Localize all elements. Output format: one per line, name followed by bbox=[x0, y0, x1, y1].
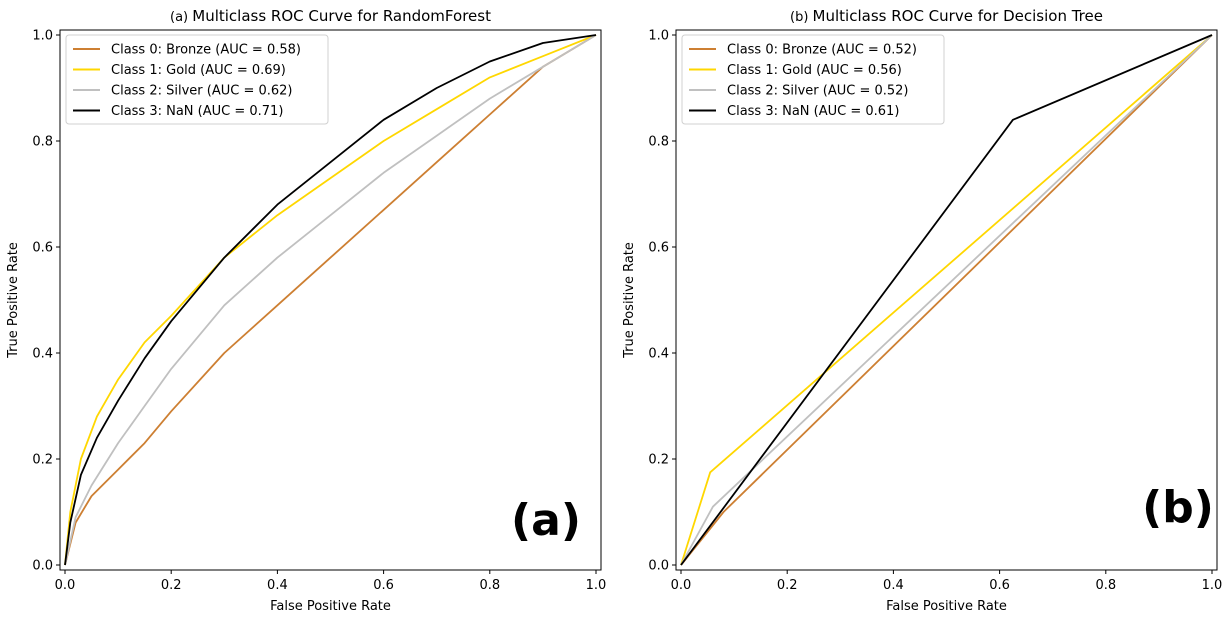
x-tick-label: 0.2 bbox=[161, 578, 182, 593]
legend-label: Class 3: NaN (AUC = 0.71) bbox=[111, 104, 283, 119]
legend-label: Class 0: Bronze (AUC = 0.58) bbox=[111, 43, 301, 58]
panel-label: (b) bbox=[1142, 482, 1214, 533]
legend-box bbox=[65, 34, 329, 125]
y-tick-label: 0.6 bbox=[32, 241, 53, 256]
y-tick-label: 0.0 bbox=[648, 559, 669, 574]
y-tick-label: 0.2 bbox=[32, 453, 53, 468]
series-line-1 bbox=[680, 34, 1213, 566]
y-tick-label: 0.4 bbox=[648, 347, 669, 362]
chart-title-text: Multiclass ROC Curve for RandomForest bbox=[192, 7, 491, 25]
legend-label: Class 3: NaN (AUC = 0.61) bbox=[727, 104, 899, 119]
chart-title-text: Multiclass ROC Curve for Decision Tree bbox=[813, 7, 1103, 25]
y-tick-label: 0.6 bbox=[648, 241, 669, 256]
series-line-2 bbox=[64, 34, 597, 566]
y-tick-label: 0.8 bbox=[32, 135, 53, 150]
series-line-0 bbox=[64, 34, 597, 566]
series-line-2 bbox=[680, 34, 1213, 566]
y-tick-label: 1.0 bbox=[648, 29, 669, 44]
plot-frame bbox=[675, 29, 1218, 571]
y-axis-label: True Positive Rate bbox=[6, 242, 21, 359]
x-tick-label: 0.0 bbox=[55, 578, 76, 593]
panel-label: (a) bbox=[511, 495, 581, 546]
x-axis-label: False Positive Rate bbox=[886, 599, 1007, 614]
x-tick-label: 0.6 bbox=[373, 578, 394, 593]
chart-title-prefix: (a) bbox=[170, 10, 192, 25]
x-tick-label: 0.0 bbox=[671, 578, 692, 593]
series-line-3 bbox=[680, 34, 1213, 566]
x-tick-label: 0.4 bbox=[267, 578, 288, 593]
x-tick-label: 0.6 bbox=[989, 578, 1010, 593]
x-axis-label: False Positive Rate bbox=[270, 599, 391, 614]
legend: Class 0: Bronze (AUC = 0.58) Class 1: Gol… bbox=[65, 34, 329, 125]
x-tick-label: 0.2 bbox=[777, 578, 798, 593]
panel-b: 0.0 0.2 0.4 0.6 0.8 1.0 0.0 0.2 0.4 0.6 0.8 1.0 Fals… bbox=[622, 7, 1222, 614]
y-axis-label: True Positive Rate bbox=[622, 242, 637, 359]
panel-a: 0.0 0.2 0.4 0.6 0.8 1.0 0.0 0.2 0.4 0.6 0.8 1.0 Fals… bbox=[6, 7, 606, 614]
legend-box bbox=[681, 34, 945, 125]
series-line-3 bbox=[64, 34, 597, 566]
x-tick-label: 0.4 bbox=[883, 578, 904, 593]
legend: Class 0: Bronze (AUC = 0.52) Class 1: Gol… bbox=[681, 34, 945, 125]
y-tick-label: 0.4 bbox=[32, 347, 53, 362]
x-tick-label: 1.0 bbox=[1202, 578, 1223, 593]
y-tick-label: 0.8 bbox=[648, 135, 669, 150]
legend-label: Class 0: Bronze (AUC = 0.52) bbox=[727, 43, 917, 58]
x-tick-label: 1.0 bbox=[586, 578, 607, 593]
x-tick-label: 0.8 bbox=[479, 578, 500, 593]
chart-title: (b) Multiclass ROC Curve for Decision Tr… bbox=[790, 7, 1103, 25]
chart-title-prefix: (b) bbox=[790, 10, 813, 25]
legend-label: Class 1: Gold (AUC = 0.56) bbox=[727, 63, 902, 78]
chart-title: (a) Multiclass ROC Curve for RandomFores… bbox=[170, 7, 491, 25]
legend-label: Class 1: Gold (AUC = 0.69) bbox=[111, 63, 286, 78]
x-tick-label: 0.8 bbox=[1095, 578, 1116, 593]
y-tick-label: 1.0 bbox=[32, 29, 53, 44]
plot-frame bbox=[59, 29, 602, 571]
legend-label: Class 2: Silver (AUC = 0.62) bbox=[111, 84, 293, 99]
y-tick-label: 0.2 bbox=[648, 453, 669, 468]
y-tick-label: 0.0 bbox=[32, 559, 53, 574]
legend-label: Class 2: Silver (AUC = 0.52) bbox=[727, 84, 909, 99]
